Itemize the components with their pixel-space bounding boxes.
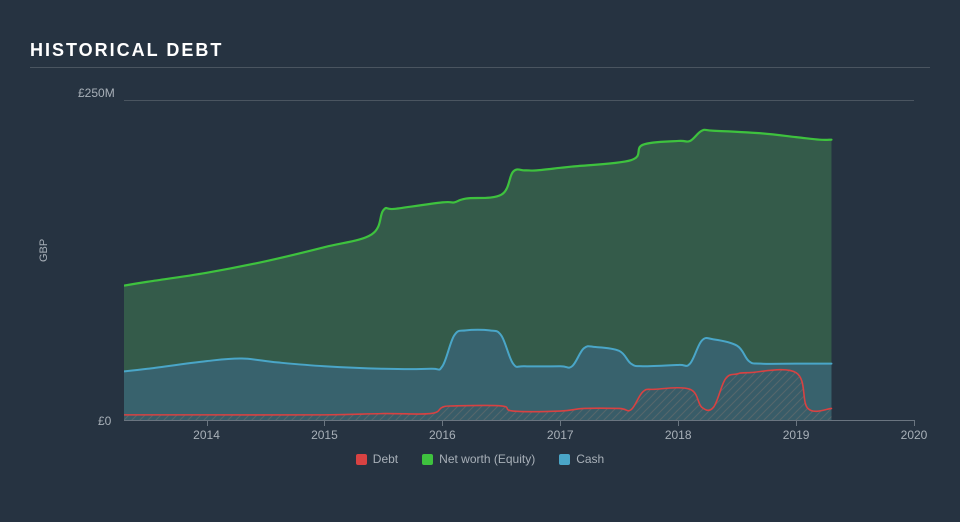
area-chart-svg — [124, 100, 914, 420]
legend-swatch — [356, 454, 367, 465]
y-bottom-label: £0 — [98, 414, 111, 428]
legend-item-cash: Cash — [559, 452, 604, 466]
legend-label: Debt — [373, 452, 398, 466]
plot-region — [124, 100, 914, 420]
y-axis-label: GBP — [38, 239, 50, 262]
x-tick-mark — [560, 420, 561, 426]
x-tick-mark — [324, 420, 325, 426]
chart-title: HISTORICAL DEBT — [30, 40, 930, 68]
legend-label: Net worth (Equity) — [439, 452, 535, 466]
legend-item-net_worth: Net worth (Equity) — [422, 452, 535, 466]
x-axis-labels: 2014201520162017201820192020 — [124, 428, 914, 448]
legend-swatch — [422, 454, 433, 465]
x-tick-mark — [207, 420, 208, 426]
x-tick-mark — [796, 420, 797, 426]
chart-area: £250M GBP £0 2014 2015 2016 2017 2018 2019 202… — [30, 86, 930, 466]
x-tick-mark — [678, 420, 679, 426]
x-tick-mark — [914, 420, 915, 426]
x-tick-label: 2016 — [429, 428, 456, 442]
legend: Debt Net worth (Equity) Cash — [30, 452, 930, 466]
legend-label: Cash — [576, 452, 604, 466]
legend-item-debt: Debt — [356, 452, 398, 466]
x-tick-label: 2015 — [311, 428, 338, 442]
legend-swatch — [559, 454, 570, 465]
y-top-label: £250M — [78, 86, 115, 100]
x-tick-label: 2014 — [193, 428, 220, 442]
x-tick-mark — [442, 420, 443, 426]
x-tick-label: 2019 — [783, 428, 810, 442]
x-tick-label: 2020 — [901, 428, 928, 442]
x-tick-label: 2018 — [665, 428, 692, 442]
x-tick-label: 2017 — [547, 428, 574, 442]
